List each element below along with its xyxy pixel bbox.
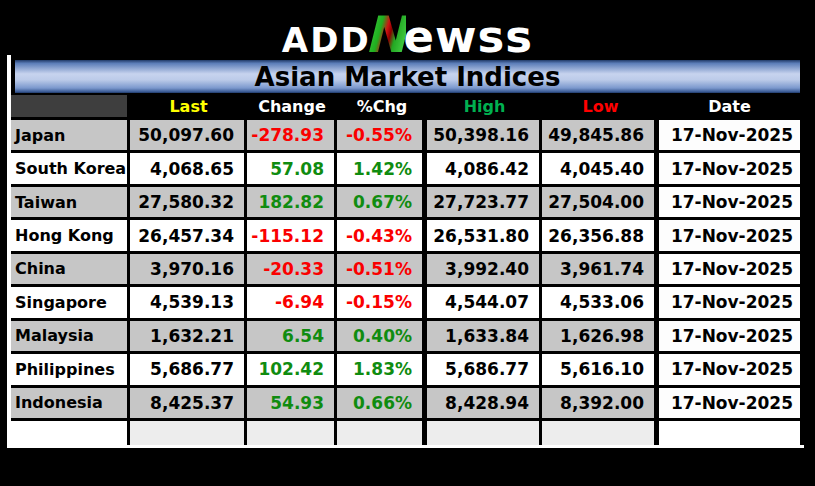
cell-change: 6.54 <box>247 318 337 351</box>
table-row-singapore: Singapore4,539.13-6.94-0.15%4,544.074,53… <box>11 284 804 317</box>
cell-date: 17-Nov-2025 <box>659 284 800 317</box>
cell-name: Malaysia <box>11 318 130 351</box>
cell-high: 4,544.07 <box>427 284 542 317</box>
cell-pchg: 0.66% <box>337 385 427 418</box>
cell-pchg: 1.42% <box>337 150 427 183</box>
cell-change: 102.42 <box>247 351 337 384</box>
cell-last: 26,457.34 <box>130 217 247 250</box>
cell-pchg: -0.55% <box>337 117 427 150</box>
cell-low: 4,533.06 <box>542 284 659 317</box>
cell-last: 5,686.77 <box>130 351 247 384</box>
cell-pchg: 1.83% <box>337 351 427 384</box>
table-row-taiwan: Taiwan27,580.32182.820.67%27,723.7727,50… <box>11 184 804 217</box>
logo: ADD N ewss <box>0 6 815 58</box>
column-header-name <box>11 95 130 117</box>
cell-change: 57.08 <box>247 150 337 183</box>
cell-pchg: -0.43% <box>337 217 427 250</box>
cell-empty <box>542 418 659 445</box>
cell-name: Indonesia <box>11 385 130 418</box>
cell-last: 8,425.37 <box>130 385 247 418</box>
cell-name: Taiwan <box>11 184 130 217</box>
cell-name: South Korea <box>11 150 130 183</box>
cell-high: 27,723.77 <box>427 184 542 217</box>
table-row-china: China3,970.16-20.33-0.51%3,992.403,961.7… <box>11 251 804 284</box>
column-header-last: Last <box>130 95 247 117</box>
market-indices-table: Asian Market Indices LastChange%ChgHighL… <box>7 55 804 448</box>
cell-pchg: -0.51% <box>337 251 427 284</box>
cell-empty <box>130 418 247 445</box>
logo-text-add: ADD <box>282 20 371 60</box>
cell-low: 26,356.88 <box>542 217 659 250</box>
cell-change: 54.93 <box>247 385 337 418</box>
cell-pchg: 0.67% <box>337 184 427 217</box>
column-header-date: Date <box>659 95 800 117</box>
cell-empty <box>247 418 337 445</box>
cell-last: 4,068.65 <box>130 150 247 183</box>
table-row-philippines: Philippines5,686.77102.421.83%5,686.775,… <box>11 351 804 384</box>
cell-date: 17-Nov-2025 <box>659 351 800 384</box>
table-title: Asian Market Indices <box>255 62 561 92</box>
cell-empty <box>337 418 427 445</box>
cell-last: 1,632.21 <box>130 318 247 351</box>
cell-date: 17-Nov-2025 <box>659 318 800 351</box>
cell-high: 26,531.80 <box>427 217 542 250</box>
cell-low: 3,961.74 <box>542 251 659 284</box>
table-title-bar: Asian Market Indices <box>15 60 800 93</box>
table-row-japan: Japan50,097.60-278.93-0.55%50,398.1649,8… <box>11 117 804 150</box>
cell-low: 49,845.86 <box>542 117 659 150</box>
cell-high: 1,633.84 <box>427 318 542 351</box>
column-header-change: Change <box>247 95 337 117</box>
cell-name: Philippines <box>11 351 130 384</box>
cell-date: 17-Nov-2025 <box>659 385 800 418</box>
cell-pchg: 0.40% <box>337 318 427 351</box>
cell-date: 17-Nov-2025 <box>659 117 800 150</box>
cell-last: 4,539.13 <box>130 284 247 317</box>
cell-name: Japan <box>11 117 130 150</box>
cell-name: China <box>11 251 130 284</box>
cell-empty <box>11 418 130 445</box>
cell-low: 27,504.00 <box>542 184 659 217</box>
cell-low: 1,626.98 <box>542 318 659 351</box>
cell-date: 17-Nov-2025 <box>659 150 800 183</box>
table-row-empty <box>11 418 804 445</box>
cell-change: -6.94 <box>247 284 337 317</box>
cell-date: 17-Nov-2025 <box>659 184 800 217</box>
table-row-malaysia: Malaysia1,632.216.540.40%1,633.841,626.9… <box>11 318 804 351</box>
cell-change: 182.82 <box>247 184 337 217</box>
page: ADD N ewss Asian Market Indices LastChan… <box>0 0 815 486</box>
cell-high: 3,992.40 <box>427 251 542 284</box>
cell-low: 5,616.10 <box>542 351 659 384</box>
table-body: Japan50,097.60-278.93-0.55%50,398.1649,8… <box>11 117 804 445</box>
cell-high: 50,398.16 <box>427 117 542 150</box>
cell-change: -278.93 <box>247 117 337 150</box>
cell-empty <box>427 418 542 445</box>
cell-low: 8,392.00 <box>542 385 659 418</box>
column-header-low: Low <box>542 95 659 117</box>
cell-last: 27,580.32 <box>130 184 247 217</box>
cell-change: -115.12 <box>247 217 337 250</box>
cell-date: 17-Nov-2025 <box>659 251 800 284</box>
cell-pchg: -0.15% <box>337 284 427 317</box>
table-row-south-korea: South Korea4,068.6557.081.42%4,086.424,0… <box>11 150 804 183</box>
cell-name: Hong Kong <box>11 217 130 250</box>
cell-high: 5,686.77 <box>427 351 542 384</box>
cell-change: -20.33 <box>247 251 337 284</box>
cell-high: 8,428.94 <box>427 385 542 418</box>
cell-low: 4,045.40 <box>542 150 659 183</box>
table-row-hong-kong: Hong Kong26,457.34-115.12-0.43%26,531.80… <box>11 217 804 250</box>
table-header-row: LastChange%ChgHighLowDate <box>11 95 804 117</box>
column-header-pchg: %Chg <box>337 95 427 117</box>
cell-last: 3,970.16 <box>130 251 247 284</box>
cell-high: 4,086.42 <box>427 150 542 183</box>
cell-empty <box>659 418 800 445</box>
column-header-high: High <box>427 95 542 117</box>
cell-last: 50,097.60 <box>130 117 247 150</box>
cell-date: 17-Nov-2025 <box>659 217 800 250</box>
table-row-indonesia: Indonesia8,425.3754.930.66%8,428.948,392… <box>11 385 804 418</box>
cell-name: Singapore <box>11 284 130 317</box>
